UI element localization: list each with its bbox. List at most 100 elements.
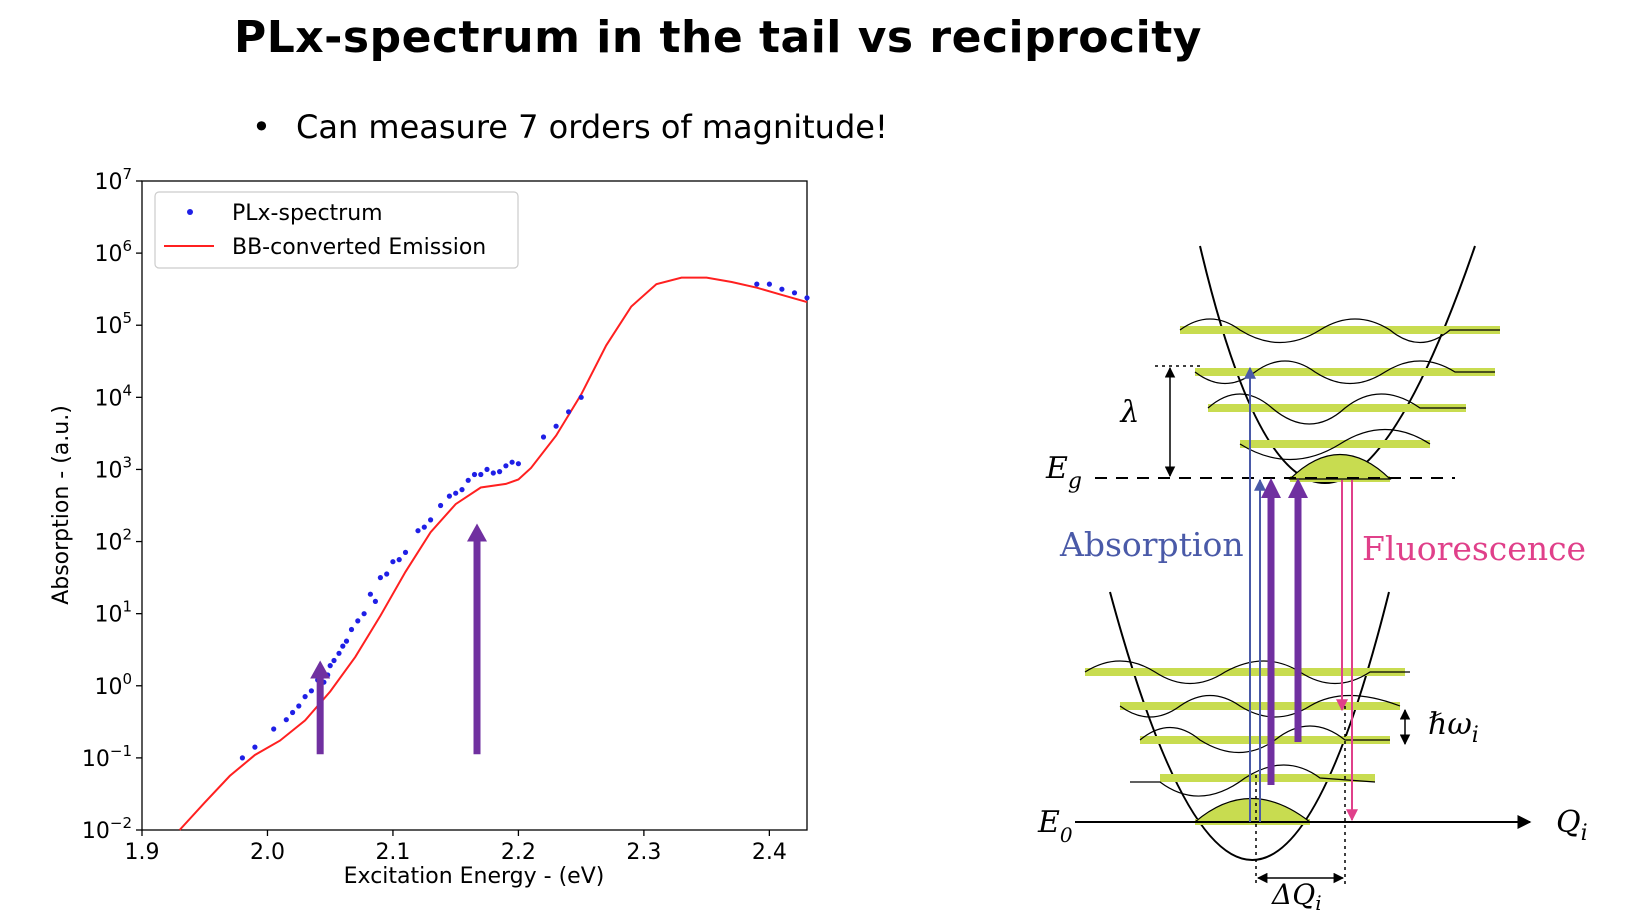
y-tick-label: 103 (94, 453, 132, 483)
level-wave (1119, 694, 1401, 718)
data-point (348, 626, 355, 633)
data-point (471, 471, 478, 478)
data-point (384, 571, 390, 577)
data-point (438, 502, 444, 509)
y-tick-label: 102 (94, 526, 132, 556)
legend-marker-points (187, 209, 193, 215)
level-wave (1194, 360, 1495, 384)
series-line-bb-converted (178, 276, 808, 831)
qi-label: Qi (1556, 805, 1588, 846)
data-point (421, 524, 427, 530)
data-point (540, 434, 547, 440)
data-point (361, 611, 367, 617)
data-point (754, 281, 760, 287)
data-point (478, 471, 484, 478)
x-tick-label: 2.1 (375, 840, 410, 865)
energy-level-diagram: Eg E0 λ Absorption Fluorescence ℏωi Qi Δ… (1037, 245, 1588, 912)
highlight-arrow-head (310, 660, 331, 679)
data-point (396, 557, 402, 563)
y-tick-label: 106 (94, 237, 132, 267)
data-point (239, 755, 245, 761)
data-point (355, 618, 361, 624)
data-point (367, 591, 373, 597)
data-point (415, 528, 421, 534)
data-point (766, 281, 773, 287)
data-point (308, 688, 314, 694)
data-point (296, 703, 302, 709)
data-point (515, 461, 522, 467)
data-point (804, 295, 810, 301)
level-wave (1288, 453, 1392, 480)
x-tick-label: 2.2 (501, 840, 536, 865)
level-wave (1139, 725, 1390, 754)
level-wave (1207, 393, 1466, 425)
data-point (497, 469, 503, 475)
level-wave (1084, 660, 1410, 684)
data-point (428, 517, 434, 523)
data-point (252, 744, 258, 750)
bullet-dot: • (252, 108, 271, 146)
x-axis-label: Excitation Energy - (eV) (344, 864, 605, 889)
y-tick-label: 10−1 (82, 742, 132, 772)
lambda-label: λ (1119, 395, 1139, 430)
slide-title: PLx-spectrum in the tail vs reciprocity (234, 12, 1202, 63)
hw-label: ℏωi (1428, 707, 1479, 748)
data-point (484, 466, 490, 472)
y-tick-label: 100 (94, 670, 132, 700)
purple-arrow-2-head (1288, 478, 1308, 498)
data-point (271, 726, 277, 732)
data-point (553, 423, 559, 429)
plot-area: 1.9 2.0 2.1 2.2 2.3 2.4 10−2 10−1 100 101 102 103 10… (49, 165, 810, 889)
data-point (290, 709, 296, 716)
level-band (1140, 736, 1390, 744)
level-band (1208, 404, 1466, 412)
bullet-text: Can measure 7 orders of magnitude! (296, 108, 888, 146)
purple-arrow-1-head (1261, 478, 1281, 498)
level-wave (1193, 797, 1312, 823)
fluorescence-label: Fluorescence (1362, 529, 1586, 568)
data-point (791, 290, 798, 296)
data-point (503, 463, 509, 469)
data-point (343, 638, 350, 644)
data-point (465, 477, 471, 483)
level-wave (1239, 429, 1431, 460)
y-tick-label: 101 (94, 598, 132, 628)
data-point (331, 657, 337, 664)
level-wave (1179, 318, 1500, 344)
x-tick-label: 2.3 (626, 840, 661, 865)
eg-label: Eg (1045, 451, 1082, 494)
data-point (372, 598, 378, 605)
upper-vibrational-levels (1179, 318, 1500, 482)
data-point (490, 470, 496, 476)
level-band (1240, 440, 1430, 448)
legend-label-line: BB-converted Emission (232, 235, 486, 260)
data-point (779, 286, 785, 292)
lower-vibrational-levels (1084, 660, 1410, 825)
level-band (1195, 368, 1495, 376)
y-tick-label: 107 (94, 165, 132, 195)
data-point (377, 575, 383, 581)
data-point (340, 643, 346, 649)
data-point (336, 650, 342, 656)
data-point (327, 663, 333, 669)
x-tick-label: 2.4 (752, 840, 787, 865)
highlight-arrow-head (467, 523, 488, 542)
dq-label: ΔQi (1271, 878, 1322, 912)
level-wave (1130, 764, 1376, 797)
legend-label-points: PLx-spectrum (232, 201, 383, 226)
plot-frame (141, 180, 808, 831)
y-axis-label: Absorption - (a.u.) (49, 405, 74, 605)
absorption-label: Absorption (1059, 525, 1244, 564)
level-band (1180, 326, 1500, 334)
bullet-point: • Can measure 7 orders of magnitude! (252, 108, 888, 146)
x-tick-label: 1.9 (125, 840, 160, 865)
y-tick-label: 105 (94, 309, 132, 339)
data-point (283, 717, 289, 723)
y-tick-label: 104 (94, 381, 132, 411)
ground-state-parabola (1109, 591, 1390, 861)
data-point (446, 493, 452, 499)
data-point (578, 394, 584, 400)
data-point (402, 549, 409, 556)
data-point (390, 559, 396, 565)
